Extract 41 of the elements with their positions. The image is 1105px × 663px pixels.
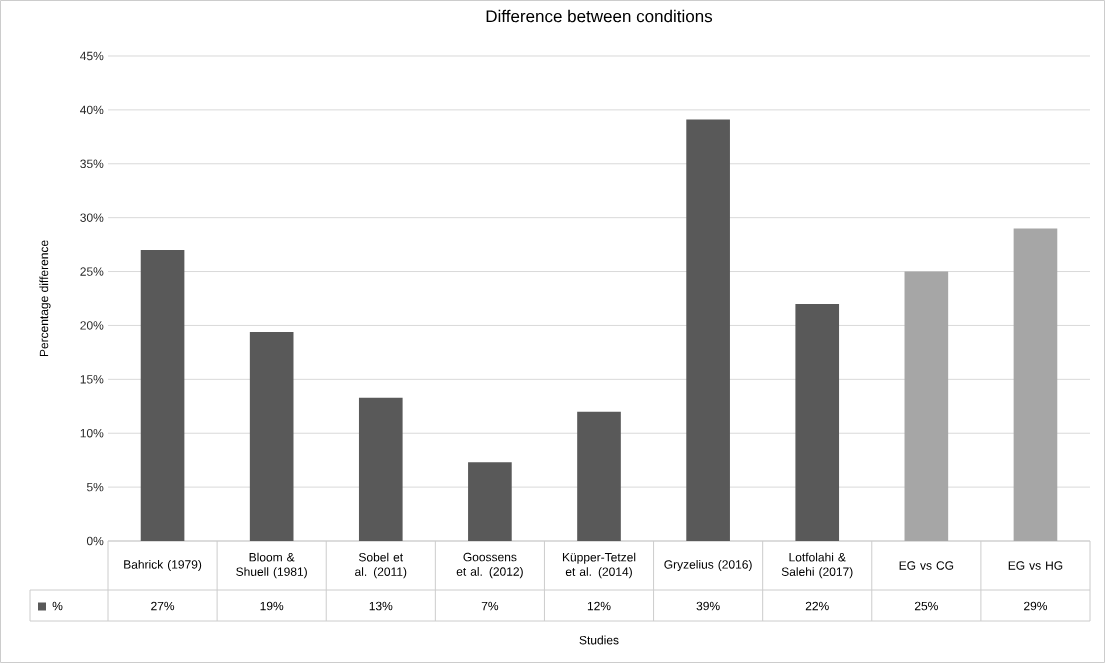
x-tick-label: Lotfolahi & Salehi (2017) [781, 552, 853, 579]
bar [795, 303, 840, 541]
x-tick-label: EG vs CG [899, 561, 954, 570]
x-tick-label: Goossens et al. (2012) [456, 552, 523, 579]
bar [904, 271, 949, 541]
data-label: 39% [696, 601, 720, 611]
y-tick-label: 45% [80, 51, 104, 61]
data-label: 29% [1024, 601, 1048, 611]
y-tick-label: 10% [80, 428, 104, 438]
bar [249, 331, 294, 541]
data-label: 7% [481, 601, 499, 611]
bar [358, 397, 403, 541]
data-label: 22% [805, 601, 829, 611]
y-tick-label: 25% [80, 267, 104, 276]
data-label: 12% [587, 601, 611, 611]
bar [577, 411, 621, 541]
y-axis-title: Percentage difference [39, 240, 51, 357]
y-tick-label: 20% [80, 321, 104, 330]
x-tick-label: EG vs HG [1008, 561, 1063, 570]
bar [686, 119, 730, 541]
data-label: 19% [260, 601, 284, 611]
x-tick-label: Bloom & Shuell (1981) [236, 552, 307, 579]
x-tick-label: Bahrick (1979) [124, 559, 202, 572]
legend-label: % [52, 601, 63, 611]
data-label: 27% [151, 601, 175, 611]
bar [468, 462, 512, 541]
y-tick-label: 30% [80, 213, 104, 222]
bar [140, 250, 185, 541]
y-tick-label: 0% [86, 536, 104, 546]
x-tick-label: Gryzelius (2016) [664, 559, 752, 572]
bar [1013, 228, 1058, 541]
y-tick-label: 5% [86, 482, 104, 492]
chart-title: Difference between conditions [486, 9, 713, 23]
y-tick-label: 15% [80, 375, 104, 384]
x-axis-title: Studies [579, 635, 619, 645]
y-tick-label: 40% [80, 105, 104, 115]
data-label: 13% [369, 601, 393, 611]
data-label: 25% [914, 601, 938, 611]
x-tick-label: Küpper-Tetzel et al. (2014) [562, 552, 636, 579]
x-tick-label: Sobel et al. (2011) [355, 552, 407, 579]
y-tick-label: 35% [80, 159, 104, 169]
